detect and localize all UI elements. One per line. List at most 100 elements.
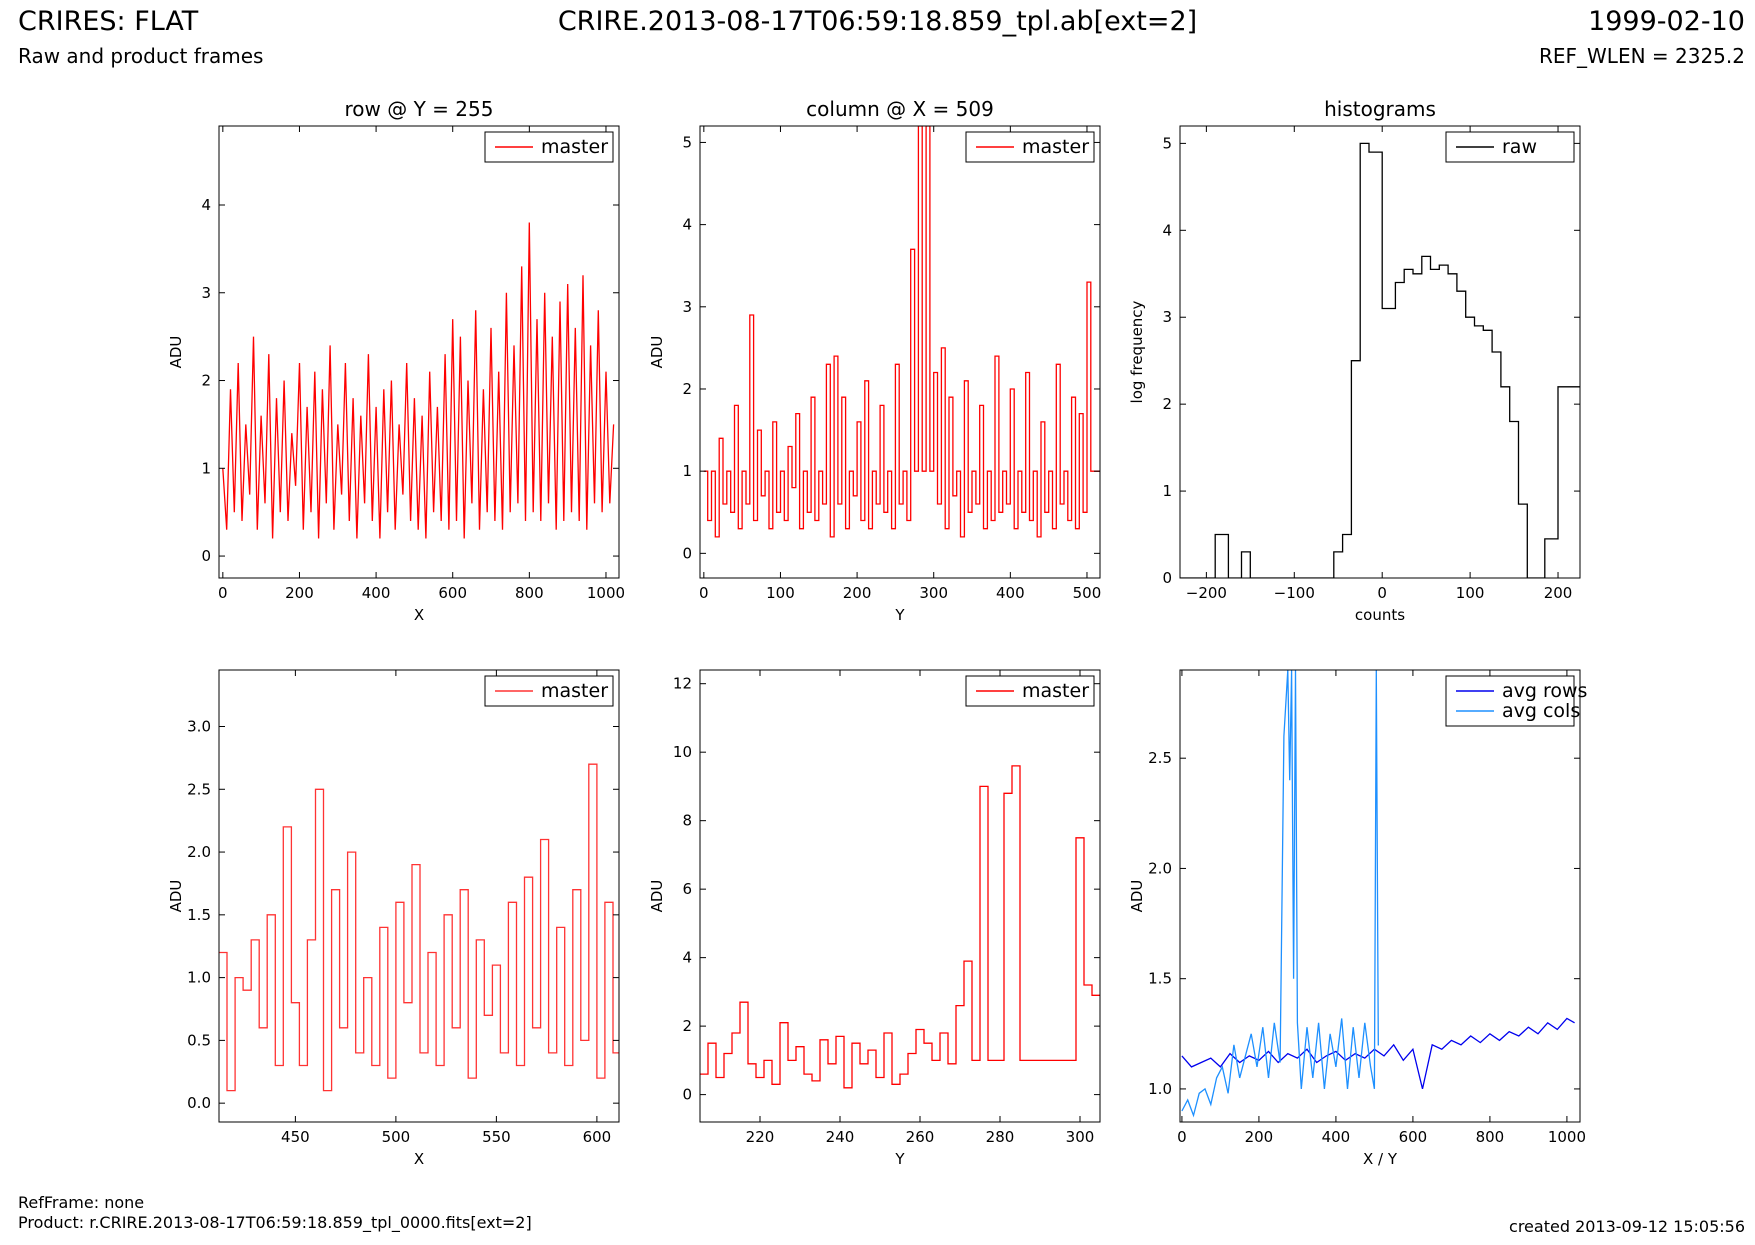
chart-title: column @ X = 509 [806,97,994,121]
x-tick-label: 100 [1456,584,1485,602]
y-tick-label: 1.0 [1148,1080,1172,1098]
ref-frame-label: RefFrame: none [18,1193,145,1212]
series-line-0 [1181,1017,1575,1090]
report-subtitle: Raw and product frames [18,44,264,68]
observation-date: 1999-02-10 [1588,6,1745,37]
y-tick-label: 2 [682,1017,692,1035]
x-tick-label: 200 [843,584,872,602]
chart-title: histograms [1324,97,1436,121]
legend-label: raw [1502,136,1537,158]
chart-histograms: −200 −100 0 100 200 0 1 2 3 4 5 histograms counts log… [1128,97,1581,624]
frame-filename: CRIRE.2013-08-17T06:59:18.859_tpl.ab[ext… [557,6,1198,37]
x-tick-label: 0 [218,584,228,602]
y-tick-label: 0 [682,1086,692,1104]
y-tick-label: 1 [682,462,692,480]
series-line-0 [1180,142,1580,578]
y-tick-label: 12 [673,675,692,693]
y-tick-label: 0.0 [187,1094,211,1112]
y-tick-label: 8 [682,812,692,830]
series-line-0 [703,126,1100,538]
series-line-1 [1181,670,1379,1118]
y-tick-label: 2 [201,372,211,390]
chart-column-full: 0 100 200 300 400 500 0 1 2 3 4 5 column @ X = 509 Y A… [648,97,1101,624]
x-tick-label: 0 [1377,584,1387,602]
x-tick-label: 400 [996,584,1025,602]
x-tick-label: 280 [986,1128,1015,1146]
plot-frame [699,125,1101,579]
x-tick-label: −100 [1274,584,1315,602]
y-tick-label: 2 [682,380,692,398]
y-tick-label: 3 [1162,308,1172,326]
plot-frame [699,669,1101,1123]
x-tick-label: 0 [1177,1128,1187,1146]
x-tick-label: 800 [515,584,544,602]
y-tick-label: 2.0 [1148,859,1172,877]
x-tick-label: 550 [482,1128,511,1146]
legend-label: avg cols [1502,700,1580,722]
y-axis-label: ADU [648,336,666,369]
x-axis-label: counts [1355,606,1405,624]
legend-label: master [1022,680,1089,702]
x-tick-label: 400 [1322,1128,1351,1146]
plot-frame [1179,669,1581,1123]
plot-frame [218,669,620,1123]
y-tick-label: 0 [201,547,211,565]
created-timestamp: created 2013-09-12 15:05:56 [1509,1217,1745,1236]
x-axis-label: Y [894,606,905,624]
legend-label: master [541,680,608,702]
x-tick-label: 300 [1066,1128,1095,1146]
x-tick-label: 600 [583,1128,612,1146]
y-tick-label: 1.5 [187,906,211,924]
y-tick-label: 0 [1162,569,1172,587]
x-tick-label: 400 [362,584,391,602]
x-tick-label: 800 [1476,1128,1505,1146]
y-tick-label: 5 [1162,134,1172,152]
y-tick-label: 6 [682,880,692,898]
y-tick-label: 3 [682,298,692,316]
x-tick-label: 500 [382,1128,411,1146]
x-axis-label: X [414,606,424,624]
legend-box [1445,675,1575,727]
y-axis-label: ADU [167,880,185,913]
x-tick-label: 450 [281,1128,310,1146]
x-tick-label: 200 [1245,1128,1274,1146]
y-tick-label: 2.0 [187,843,211,861]
y-tick-label: 2.5 [187,780,211,798]
y-tick-label: 1 [201,459,211,477]
x-tick-label: 1000 [587,584,625,602]
x-tick-label: 1000 [1548,1128,1586,1146]
legend-label: master [1022,136,1089,158]
chart-column-zoom: 220 240 260 280 300 0 2 4 6 8 10 12 Y ADU master [648,669,1101,1168]
x-tick-label: 260 [906,1128,935,1146]
plot-frame [1179,125,1581,579]
y-tick-label: 3 [201,284,211,302]
x-tick-label: 600 [1399,1128,1428,1146]
chart-title: row @ Y = 255 [345,97,494,121]
legend-label: master [541,136,608,158]
x-axis-label: X [414,1150,424,1168]
x-tick-label: 0 [699,584,709,602]
y-tick-label: 0 [682,544,692,562]
chart-row-full: 0 200 400 600 800 1000 0 1 2 3 4 row @ Y = 255 X ADU m… [167,97,625,624]
x-tick-label: 100 [766,584,795,602]
series-line-0 [219,763,619,1092]
y-tick-label: 4 [682,216,692,234]
y-tick-label: 4 [201,196,211,214]
chart-averages: 0 200 400 600 800 1000 1.0 1.5 2.0 2.5 X / Y ADU avg… [1128,669,1587,1168]
y-tick-label: 2.5 [1148,749,1172,767]
x-tick-label: 240 [826,1128,855,1146]
x-tick-label: 600 [438,584,467,602]
y-tick-label: 5 [682,133,692,151]
x-tick-label: 500 [1073,584,1102,602]
x-tick-label: 220 [746,1128,775,1146]
plot-frame [218,125,620,579]
x-axis-label: X / Y [1363,1150,1398,1168]
series-line-0 [222,222,615,539]
series-line-0 [700,765,1100,1089]
y-tick-label: 1 [1162,482,1172,500]
y-tick-label: 1.5 [1148,970,1172,988]
y-axis-label: ADU [648,880,666,913]
y-axis-label: ADU [1128,880,1146,913]
x-tick-label: 200 [1544,584,1573,602]
